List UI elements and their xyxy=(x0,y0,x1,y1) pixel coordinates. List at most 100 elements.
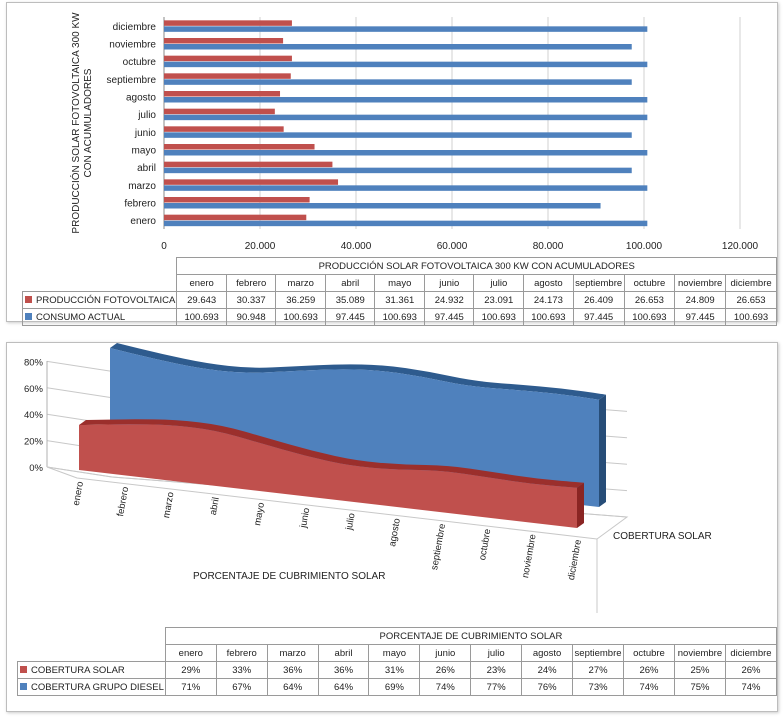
bar-consumo xyxy=(164,220,648,227)
bar-consumo xyxy=(164,203,601,209)
table-value-cell: 31% xyxy=(368,661,421,679)
ribbon-diesel-side-top xyxy=(110,343,606,400)
bar-consumo xyxy=(164,61,648,68)
table-value-cell: 26.409 xyxy=(572,291,625,309)
ribbon-solar-side-top xyxy=(79,419,584,488)
ribbon-solar xyxy=(79,424,577,528)
series-name: PRODUCCIÓN FOTOVOLTAICA xyxy=(36,294,176,306)
table-value-cell: 97.445 xyxy=(325,308,376,326)
table-corner xyxy=(18,645,166,662)
table-value-cell: 24.809 xyxy=(674,291,727,309)
category-label: diciembre xyxy=(566,539,584,581)
table-value-cell: 75% xyxy=(673,678,726,696)
category-label: julio xyxy=(344,512,358,532)
bar-data-table: PRODUCCIÓN SOLAR FOTOVOLTAICA 300 KW CON… xyxy=(21,257,777,326)
bar-consumo xyxy=(164,114,648,121)
table-series-row: PRODUCCIÓN FOTOVOLTAICA 29.643 30.337 36.25… xyxy=(21,291,777,309)
table-header-cell: diciembre xyxy=(725,274,777,292)
table-value-cell: 64% xyxy=(317,678,370,696)
bar-produccion xyxy=(164,197,310,203)
x-tick-label: 40.000 xyxy=(341,241,372,252)
y-tick-label: 0% xyxy=(29,463,43,474)
table-value-cell: 100.693 xyxy=(374,308,426,326)
table-value-cell: 73% xyxy=(572,678,625,696)
bar-chart-panel: 0 20.000 40.000 60.000 80.000 100.000 120.000 P… xyxy=(6,2,778,326)
table-value-cell: 26.653 xyxy=(623,291,676,309)
table-corner xyxy=(23,258,177,275)
legend-swatch xyxy=(20,682,27,690)
x-axis-title: PORCENTAJE DE CUBRIMIENTO SOLAR xyxy=(193,571,385,582)
bar-consumo xyxy=(164,79,632,85)
table-value-cell: 31.361 xyxy=(374,291,426,309)
table-value-cell: 35.089 xyxy=(325,291,376,309)
table-value-cell: 24% xyxy=(521,661,574,679)
bar-produccion xyxy=(164,108,275,115)
table-header-cell: abril xyxy=(325,274,376,292)
table-value-cell: 71% xyxy=(164,678,217,696)
category-label: febrero xyxy=(115,486,131,518)
table-header-cell: mayo xyxy=(368,644,421,662)
table-title: PORCENTAJE DE CUBRIMIENTO SOLAR xyxy=(164,627,778,645)
ribbon-diesel-side xyxy=(599,394,606,507)
table-value-cell: 27% xyxy=(572,661,625,679)
table-header-cell: agosto xyxy=(521,644,574,662)
table-header-cell: agosto xyxy=(523,274,574,292)
y-gridline-side xyxy=(46,360,113,372)
table-header-cell: octubre xyxy=(623,644,675,662)
category-label: junio xyxy=(134,128,157,139)
table-header-row: enero febrero marzo abril mayo junio julio agos… xyxy=(18,644,778,662)
table-header-cell: diciembre xyxy=(724,644,778,662)
area-chart: 0% 20% 40% 60% 80% enero febrero marzo abril mayo… xyxy=(24,343,712,613)
table-series-row: COBERTURA SOLAR 29% 33% 36% 36% 31% 26% 23% 24% 2… xyxy=(17,661,778,679)
series-legend-cell: PRODUCCIÓN FOTOVOLTAICA xyxy=(21,291,178,309)
area-chart-panel: 0% 20% 40% 60% 80% enero febrero marzo abril mayo… xyxy=(6,342,778,712)
y-tick-label: 80% xyxy=(24,357,44,368)
category-label: octubre xyxy=(477,528,493,561)
category-label: mayo xyxy=(252,502,267,527)
x-tick-label: 100.000 xyxy=(626,241,663,252)
table-corner xyxy=(18,628,166,645)
table-header-cell: abril xyxy=(317,644,370,662)
table-value-cell: 67% xyxy=(215,678,268,696)
category-label: agosto xyxy=(387,518,403,548)
table-value-cell: 29% xyxy=(164,661,217,679)
table-value-cell: 74% xyxy=(623,678,675,696)
category-label: octubre xyxy=(123,57,157,68)
table-header-row: enero febrero marzo abril mayo junio julio agos… xyxy=(23,274,777,292)
table-value-cell: 25% xyxy=(673,661,726,679)
table-value-cell: 100.693 xyxy=(523,308,574,326)
bar-produccion xyxy=(164,73,291,79)
table-value-cell: 36% xyxy=(266,661,319,679)
depth-axis-title: COBERTURA SOLAR xyxy=(613,531,712,542)
table-value-cell: 33% xyxy=(215,661,268,679)
table-header-cell: septiembre xyxy=(572,274,625,292)
category-label: abril xyxy=(208,496,222,516)
bar-consumo xyxy=(164,150,648,156)
bar-consumo xyxy=(164,185,648,191)
legend-swatch xyxy=(25,295,32,303)
bar-consumo xyxy=(164,44,632,50)
table-value-cell: 23% xyxy=(470,661,523,679)
series-name: COBERTURA GRUPO DIESEL xyxy=(31,681,164,693)
bar-produccion xyxy=(164,179,339,185)
bar-produccion xyxy=(164,55,292,62)
table-header-cell: febrero xyxy=(225,274,277,292)
category-label: febrero xyxy=(124,199,156,210)
table-header-cell: enero xyxy=(176,274,227,292)
category-label: agosto xyxy=(126,93,156,104)
ribbon-diesel xyxy=(110,348,599,507)
x-tick-label: 60.000 xyxy=(437,241,468,252)
table-value-cell: 74% xyxy=(419,678,472,696)
bar-consumo xyxy=(164,26,648,32)
table-header-cell: junio xyxy=(424,274,475,292)
table-value-cell: 100.693 xyxy=(176,308,227,326)
table-value-cell: 24.932 xyxy=(424,291,475,309)
table-value-cell: 77% xyxy=(470,678,523,696)
bar-consumo xyxy=(164,167,632,174)
floor-outline xyxy=(46,466,629,540)
table-header-cell: octubre xyxy=(623,274,676,292)
table-header-cell: noviembre xyxy=(674,274,727,292)
table-value-cell: 97.445 xyxy=(572,308,625,326)
table-value-cell: 29.643 xyxy=(176,291,227,309)
table-header-cell: noviembre xyxy=(673,644,726,662)
